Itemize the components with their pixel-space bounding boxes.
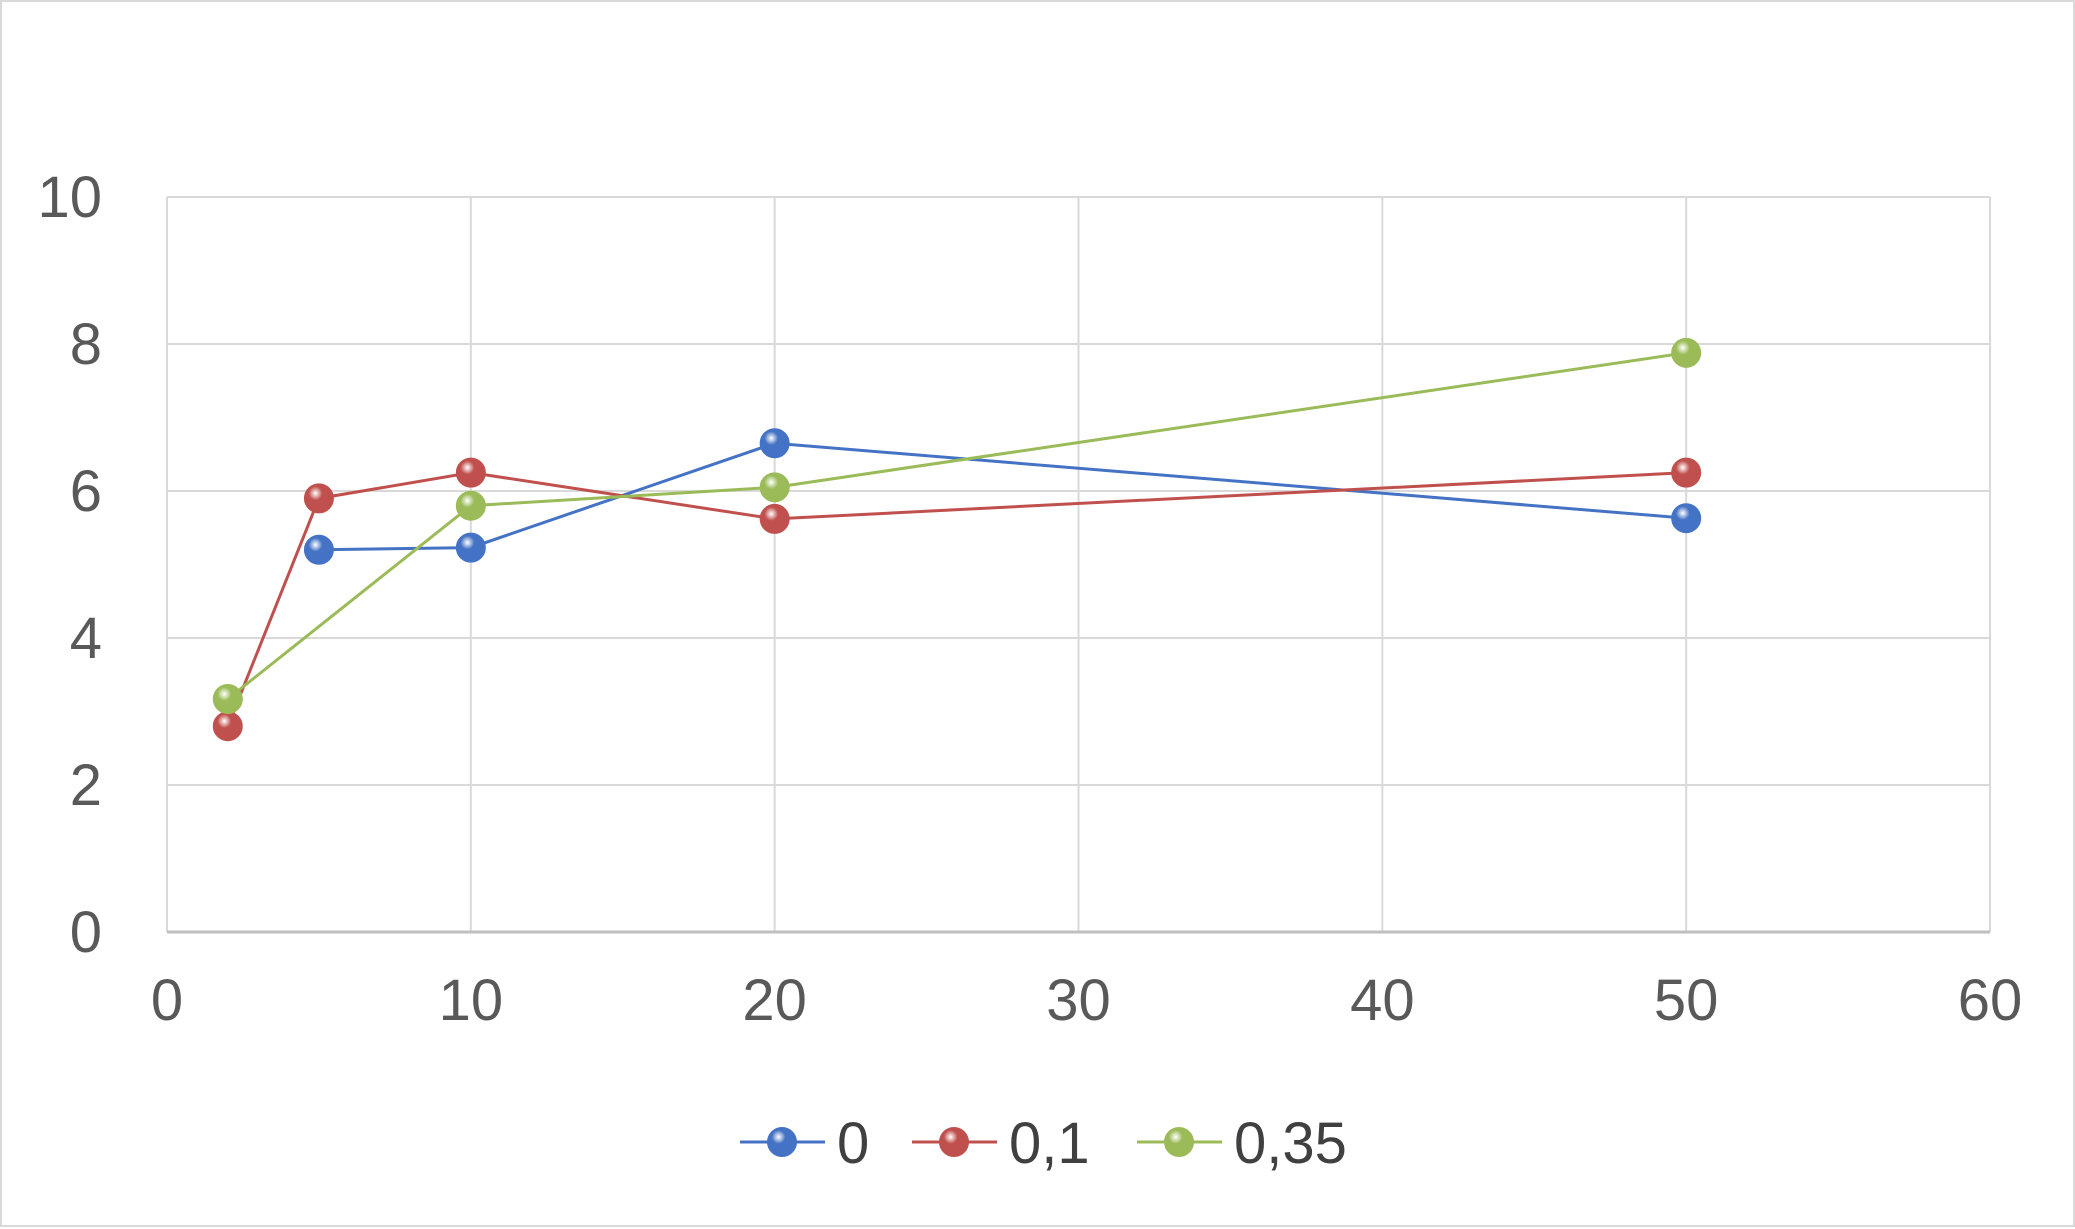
series-line (226, 351, 1687, 701)
gridlines (166, 196, 1991, 934)
x-tick-label: 50 (1654, 968, 1719, 1033)
x-tick-label: 0 (151, 968, 183, 1033)
legend-marker (1164, 1127, 1194, 1157)
data-point (1671, 337, 1702, 368)
legend: 0 0,1 0,35 (740, 1111, 1347, 1176)
y-tick-label: 2 (70, 753, 102, 818)
series-line (318, 441, 1687, 552)
data-point (1671, 503, 1702, 534)
data-point (303, 534, 334, 565)
series-2 (212, 337, 1702, 715)
series-layer (212, 337, 1702, 742)
legend-item: 0 (740, 1111, 869, 1176)
legend-item: 0,35 (1137, 1111, 1347, 1176)
y-axis-tick-labels: 0 2 4 6 8 10 (37, 165, 102, 965)
data-point (303, 483, 334, 514)
y-tick-label: 4 (70, 606, 102, 671)
y-tick-label: 6 (70, 459, 102, 524)
series-line (226, 471, 1687, 727)
series-0 (303, 428, 1702, 565)
x-tick-label: 20 (742, 968, 807, 1033)
x-tick-label: 10 (439, 968, 504, 1033)
x-tick-label: 40 (1350, 968, 1415, 1033)
x-axis-tick-labels: 0 10 20 30 40 50 60 (151, 968, 2022, 1033)
data-point (212, 684, 243, 715)
y-tick-label: 0 (70, 900, 102, 965)
legend-item: 0,1 (912, 1111, 1090, 1176)
y-tick-label: 10 (37, 165, 102, 230)
data-point (212, 711, 243, 742)
y-tick-label: 8 (70, 312, 102, 377)
data-point (759, 503, 790, 534)
legend-marker (939, 1127, 969, 1157)
data-point (455, 457, 486, 488)
legend-label: 0,1 (1009, 1111, 1090, 1176)
data-point (455, 490, 486, 521)
x-tick-label: 30 (1046, 968, 1111, 1033)
data-point (759, 428, 790, 459)
data-point (759, 472, 790, 503)
series-1 (212, 457, 1702, 742)
legend-label: 0 (837, 1111, 869, 1176)
legend-marker (767, 1127, 797, 1157)
x-tick-label: 60 (1958, 968, 2023, 1033)
legend-label: 0,35 (1234, 1111, 1347, 1176)
data-point (1671, 457, 1702, 488)
data-point (455, 532, 486, 563)
